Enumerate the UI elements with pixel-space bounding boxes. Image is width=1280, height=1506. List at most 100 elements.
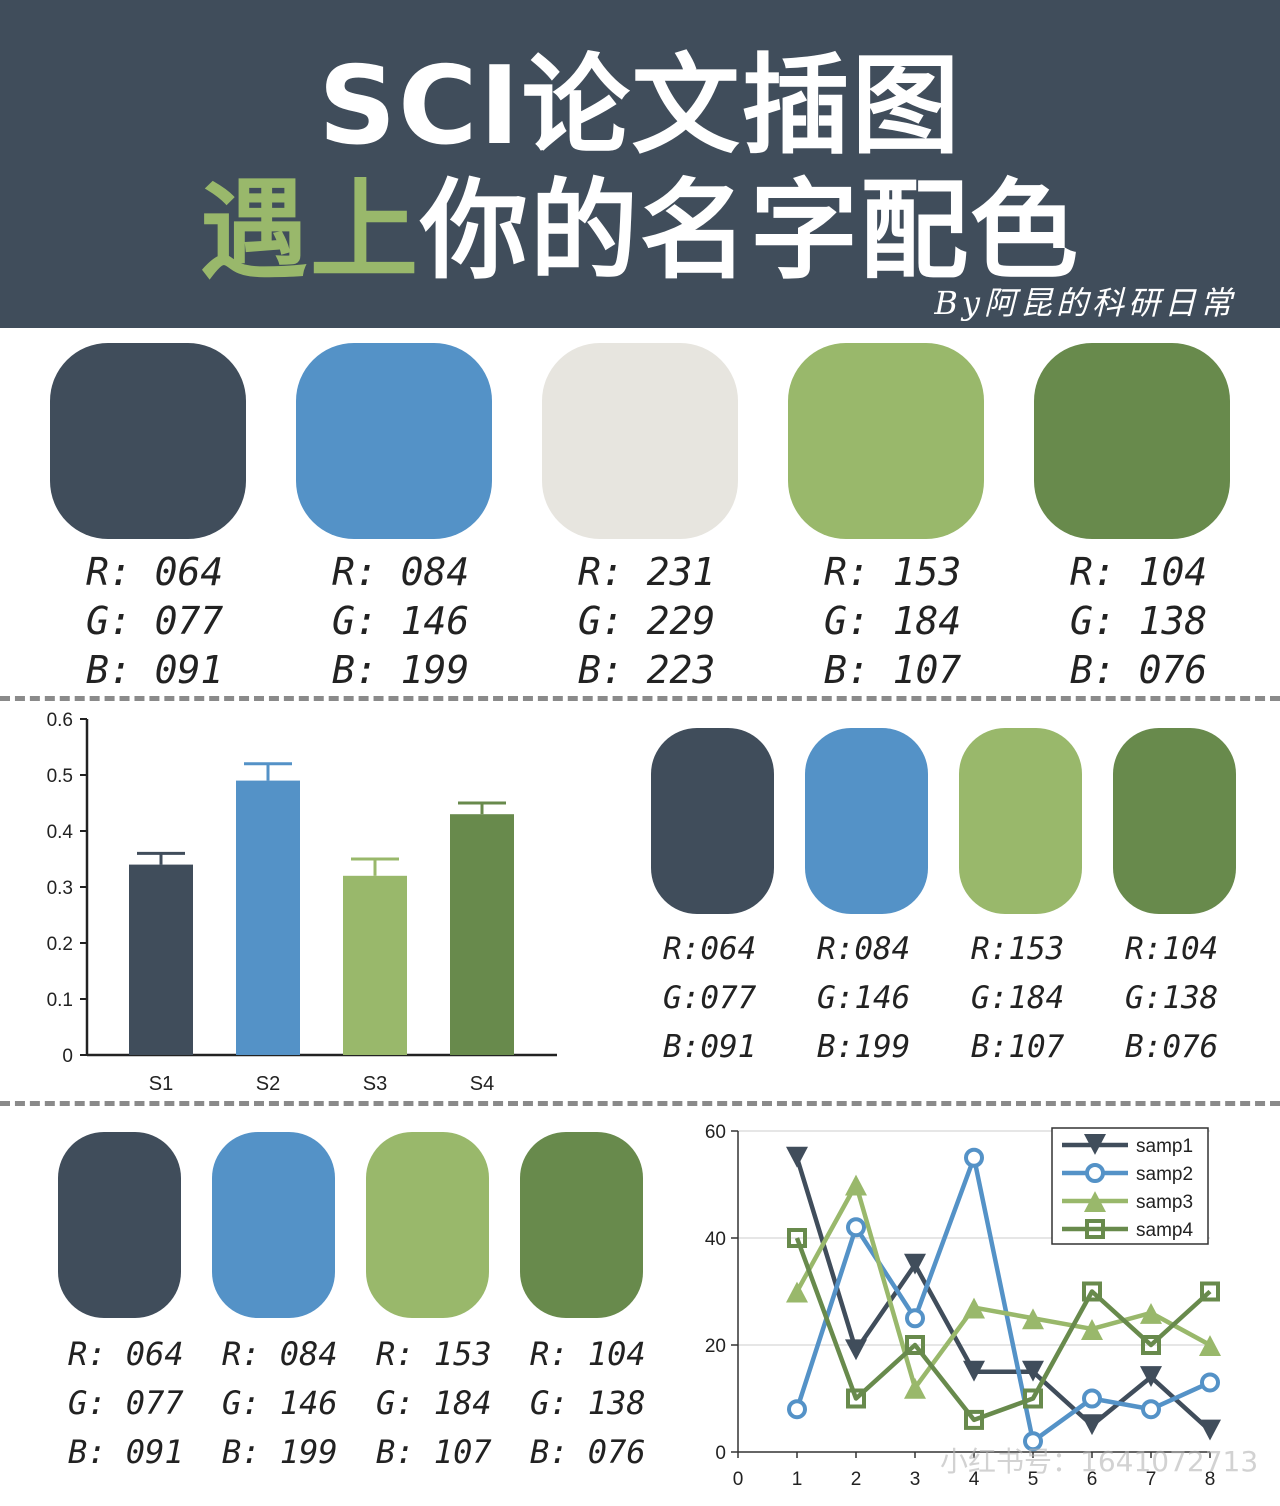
point-samp2 — [787, 1399, 807, 1420]
line-y-tick-label: 40 — [705, 1229, 726, 1250]
point-samp4 — [787, 1228, 807, 1248]
rgb-g: G: 138 — [1070, 599, 1208, 643]
rgb-b: B: 091 — [68, 1433, 184, 1471]
rgb-top-2: R: 084 G: 146 B: 199 — [332, 548, 469, 695]
rgb-g: G:077 — [663, 980, 757, 1016]
legend-box — [1051, 1127, 1209, 1245]
line-x-tick-label: 5 — [1028, 1469, 1039, 1490]
rgb-r: R: 231 — [578, 550, 716, 594]
rgb-b: B: 076 — [1070, 648, 1208, 692]
rgb-bottom-3: R: 153 G: 184 B: 107 — [376, 1330, 492, 1477]
point-samp3 — [786, 1281, 808, 1303]
series-line-samp1 — [794, 1157, 1212, 1433]
point-samp1 — [1081, 1414, 1103, 1436]
rgb-b: B:199 — [817, 1029, 911, 1065]
point-samp2 — [964, 1147, 984, 1168]
point-samp1 — [845, 1339, 867, 1361]
bar-y-tick-label: 0.1 — [47, 990, 73, 1011]
point-samp3 — [1140, 1303, 1162, 1324]
line-x-tick-label: 1 — [792, 1469, 803, 1490]
point-samp4 — [1023, 1388, 1043, 1409]
point-samp2 — [1141, 1399, 1161, 1420]
rgb-bottom-2: R: 084 G: 146 B: 199 — [222, 1330, 338, 1477]
rgb-top-3: R: 231 G: 229 B: 223 — [578, 548, 715, 695]
rgb-g: G: 184 — [824, 599, 962, 643]
point-samp2 — [846, 1217, 866, 1238]
rgb-top-5: R: 104 G: 138 B: 076 — [1070, 548, 1207, 695]
legend-marker-samp3 — [1084, 1191, 1106, 1212]
rgb-g: G: 184 — [376, 1384, 492, 1422]
rgb-top-4: R: 153 G: 184 B: 107 — [824, 548, 961, 695]
point-samp4 — [1141, 1335, 1161, 1355]
rgb-g: G: 146 — [222, 1384, 338, 1422]
rgb-mid-3: R:153 G:184 B:107 — [971, 925, 1064, 1072]
rgb-r: R: 153 — [376, 1335, 492, 1373]
bar-y-tick-label: 0.5 — [47, 766, 73, 787]
bar-S4 — [450, 814, 514, 1055]
line-x-tick-label: 8 — [1205, 1469, 1216, 1490]
rgb-r: R:064 — [663, 931, 757, 967]
rgb-g: G: 229 — [578, 599, 716, 643]
point-samp3 — [845, 1174, 867, 1196]
swatch-mid-1 — [651, 728, 774, 914]
rgb-g: G: 146 — [332, 599, 470, 643]
line-y-tick-label: 60 — [705, 1122, 726, 1143]
rgb-r: R: 104 — [530, 1335, 646, 1373]
bar-S1 — [129, 864, 193, 1055]
point-samp2 — [905, 1308, 925, 1329]
rgb-b: B: 076 — [530, 1433, 646, 1471]
rgb-bottom-4: R: 104 G: 138 B: 076 — [530, 1330, 646, 1477]
title-rest: 你的名字配色 — [420, 169, 1081, 294]
point-samp1 — [1022, 1360, 1044, 1382]
rgb-g: G: 077 — [68, 1384, 184, 1422]
header-banner: SCI论文插图 遇上你的名字配色 By阿昆的科研日常 — [0, 0, 1280, 328]
bar-y-tick-label: 0.6 — [47, 710, 73, 731]
swatch-mid-3 — [959, 728, 1082, 914]
line-x-tick-label: 4 — [969, 1469, 980, 1490]
rgb-bottom-1: R: 064 G: 077 B: 091 — [68, 1330, 184, 1477]
rgb-r: R: 064 — [68, 1335, 184, 1373]
byline: By阿昆的科研日常 — [934, 284, 1236, 322]
swatch-top-4 — [788, 343, 984, 539]
legend-marker-samp2 — [1085, 1163, 1105, 1183]
swatch-top-5 — [1034, 343, 1230, 539]
line-y-tick-label: 20 — [705, 1336, 726, 1357]
swatch-mid-2 — [805, 728, 928, 914]
point-samp1 — [1199, 1419, 1221, 1441]
rgb-r: R: 104 — [1070, 550, 1208, 594]
rgb-g: G: 077 — [86, 599, 224, 643]
bar-y-tick-label: 0.2 — [47, 934, 73, 955]
series-samp4 — [787, 1228, 1220, 1430]
bar-x-tick-label: S4 — [470, 1073, 494, 1095]
line-x-tick-label: 2 — [851, 1469, 862, 1490]
swatch-top-2 — [296, 343, 492, 539]
line-y-tick-label: 0 — [715, 1443, 726, 1464]
rgb-g: G: 138 — [530, 1384, 646, 1422]
legend-marker-samp1 — [1084, 1134, 1106, 1155]
bar-x-tick-label: S1 — [149, 1073, 173, 1095]
rgb-b: B: 199 — [222, 1433, 338, 1471]
legend-label-samp1: samp1 — [1136, 1136, 1193, 1157]
bar-S2 — [236, 780, 300, 1055]
swatch-bottom-2 — [212, 1132, 335, 1318]
legend-label-samp3: samp3 — [1136, 1192, 1193, 1213]
point-samp3 — [1081, 1319, 1103, 1340]
title-highlight: 遇上 — [199, 169, 420, 294]
rgb-b: B: 107 — [376, 1433, 492, 1471]
bar-y-tick-label: 0.3 — [47, 878, 73, 899]
point-samp3 — [1199, 1335, 1221, 1356]
rgb-g: G:184 — [971, 980, 1065, 1016]
rgb-g: G:146 — [817, 980, 911, 1016]
point-samp4 — [1082, 1281, 1102, 1302]
point-samp1 — [963, 1360, 985, 1382]
rgb-mid-2: R:084 G:146 B:199 — [817, 925, 910, 1072]
line-x-tick-label: 0 — [733, 1469, 744, 1490]
rgb-r: R: 153 — [824, 550, 962, 594]
swatch-bottom-4 — [520, 1132, 643, 1318]
rgb-b: B: 199 — [332, 648, 470, 692]
series-samp1 — [786, 1146, 1221, 1441]
swatch-bottom-3 — [366, 1132, 489, 1318]
point-samp3 — [904, 1377, 926, 1399]
rgb-r: R:104 — [1125, 931, 1219, 967]
rgb-b: B:076 — [1125, 1029, 1219, 1065]
